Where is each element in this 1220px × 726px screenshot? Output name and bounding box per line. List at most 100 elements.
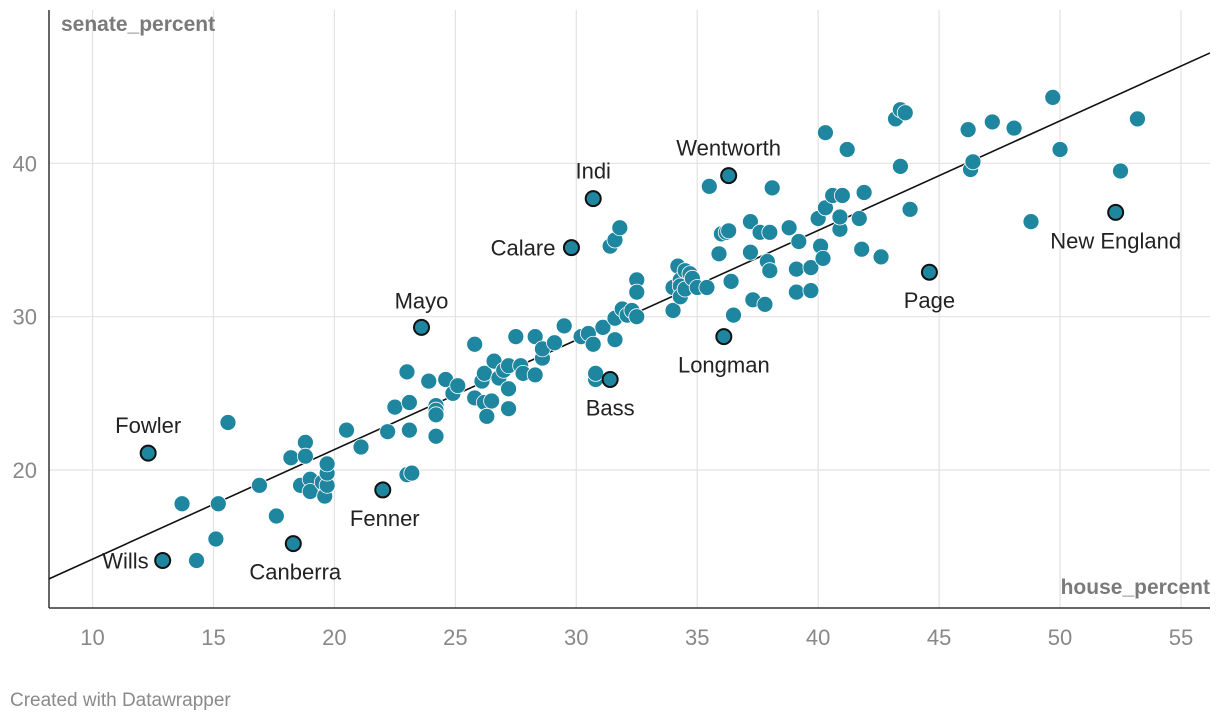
data-point [398,363,416,381]
x-tick-label: 25 [443,625,467,650]
point-label: Page [904,288,955,313]
data-point [959,121,977,139]
highlighted-point [1107,203,1125,221]
data-point [594,318,612,336]
data-point [209,495,227,513]
data-point [606,331,624,349]
data-point [338,421,355,439]
data-point [386,398,404,416]
point-label: Canberra [249,560,341,585]
data-point [872,248,890,266]
datawrapper-credit[interactable]: Created with Datawrapper [10,690,231,711]
data-point [466,335,484,353]
data-point [787,260,805,278]
point-label: Mayo [395,288,449,313]
data-point [526,328,544,346]
x-tick-label: 40 [806,625,830,650]
data-point [833,187,851,204]
data-point [267,507,285,525]
x-tick-label: 55 [1169,625,1193,650]
data-point [219,414,237,431]
data-point [282,449,300,467]
data-point [449,377,467,395]
data-point [817,199,834,217]
x-tick-label: 50 [1048,625,1072,650]
data-point [379,423,397,441]
data-point [964,153,982,171]
x-tick-label: 20 [322,625,346,650]
point-label: Fenner [350,506,420,531]
point-labels: Wills Fowler Canberra Fenner Mayo Calare Indi B… [102,136,1181,585]
data-point [802,282,820,300]
data-point [853,240,871,258]
data-point [700,177,718,195]
data-point [1129,110,1146,128]
data-point [500,400,517,418]
data-point [207,530,225,548]
data-point [1112,162,1129,180]
data-point [850,210,868,227]
data-point [855,184,873,201]
highlighted-point [920,263,938,281]
x-tick-label: 35 [685,625,709,650]
highlighted-point [720,167,738,185]
point-label: Bass [586,396,635,421]
highlighted-point [601,371,619,389]
data-point [742,243,759,261]
data-point [296,447,314,465]
data-point [611,219,629,237]
data-point [318,455,336,473]
data-point [896,104,914,122]
data-point [725,306,742,324]
data-point [983,113,1001,131]
data-point [1051,141,1069,158]
data-point [173,495,191,513]
data-point [1005,119,1023,137]
data-point [763,179,781,197]
y-tick-label: 30 [13,305,37,330]
x-tick-label: 45 [927,625,951,650]
highlighted-point [154,551,172,569]
data-point [664,302,682,319]
highlighted-point [715,328,733,346]
data-point [188,552,205,569]
data-point [1044,89,1062,106]
data-point [400,394,418,411]
data-point [901,200,919,218]
data-point [698,279,716,296]
data-point [790,233,808,250]
data-point [251,476,268,494]
data-point [761,223,779,241]
data-point [710,245,728,263]
data-point [831,208,849,226]
point-label: New England [1050,228,1181,253]
point-label: Fowler [115,413,181,438]
data-point [546,334,563,352]
x-axis-title: house_percent [1061,576,1210,599]
highlighted-point [584,190,602,208]
data-point [483,392,501,410]
data-point [787,283,805,301]
data-point [780,219,798,237]
data-point [420,372,438,390]
data-point [555,317,573,335]
data-point [628,283,646,301]
data-point [427,427,445,445]
data-point [1022,213,1040,231]
y-tick-label: 40 [13,151,37,176]
point-label: Calare [491,236,556,261]
data-point [352,438,370,456]
point-label: Indi [575,159,610,184]
data-point [838,141,856,158]
highlighted-point [562,239,580,257]
highlighted-point [374,481,392,499]
highlighted-point [412,318,430,336]
data-point [526,366,544,384]
data-point [427,406,445,424]
data-point [817,124,834,142]
data-point [628,308,646,326]
x-tick-label: 30 [564,625,588,650]
data-point [720,222,738,240]
x-tick-label: 10 [80,625,104,650]
